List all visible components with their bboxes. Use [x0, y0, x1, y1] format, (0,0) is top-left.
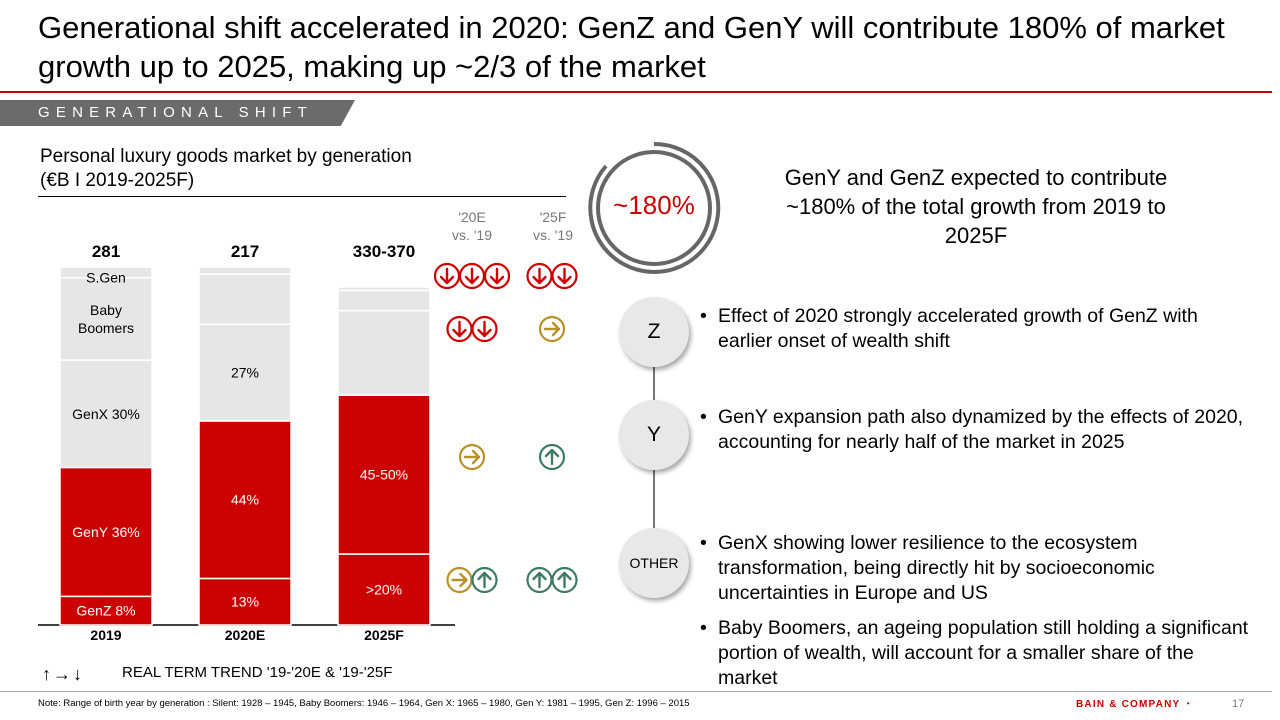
section-tab-label: GENERATIONAL SHIFT [38, 104, 313, 121]
trend-arrow-right-geny-2020-0 [463, 449, 481, 465]
slide-title: Generational shift accelerated in 2020: … [38, 10, 1225, 84]
bar-segment-baby-boomers-2019 [59, 276, 153, 361]
section-tab: GENERATIONAL SHIFT [0, 100, 355, 126]
trend-arrow-down-s-gen-2020-0 [439, 267, 455, 285]
x-label-2019: 2019 [90, 627, 122, 643]
data-label-genz-2025f: >20% [366, 582, 402, 598]
trend-header-2025-line1: '25F [539, 209, 567, 225]
growth-ring-arc [588, 141, 721, 274]
data-label-genz-2019: GenZ 8% [76, 603, 135, 619]
data-label-baby-boomers-2019-2: Boomers [78, 320, 134, 336]
bullet-geny: GenY expansion path also dynamized by th… [700, 405, 1250, 455]
bullet-genz: Effect of 2020 strongly accelerated grow… [700, 304, 1250, 354]
trend-arrow-down-s-gen-2025-0 [532, 267, 547, 285]
logo-text: BAIN & COMPANY [1076, 699, 1181, 710]
bar-segment-genz-2019 [59, 595, 153, 626]
trend-arrow-up-genz-2020-1 [477, 571, 492, 589]
bar-segment-genx-2025f [337, 309, 431, 396]
trend-arrow-right-genz-2020-0 [451, 572, 468, 588]
growth-ring-label: ~180% [613, 190, 695, 220]
node-genz: Z [619, 297, 689, 367]
bar-segment-genx-2019 [59, 359, 153, 469]
trend-arrow-down-s-gen-2025-1 [557, 267, 572, 285]
bar-segment-s-gen-2019 [59, 266, 153, 279]
bar-segment-s-gen-2025f [337, 286, 431, 292]
x-label-2025: 2025F [364, 627, 404, 643]
footnote: Note: Range of birth year by generation … [38, 698, 690, 709]
trend-header-2025-line2: vs. '19 [532, 227, 574, 243]
bar-total-2020: 217 [230, 242, 260, 261]
trend-legend-icons: ↑→↓ [42, 664, 84, 684]
page-number: 17 [1232, 698, 1245, 710]
trend-arrow-right-baby-boomers-2025-0 [543, 321, 561, 337]
bar-segment-baby-boomers-2020e [198, 273, 292, 326]
data-label-baby-boomers-2019-1: Baby [90, 302, 122, 318]
bullet-baby-boomers: Baby Boomers, an ageing population still… [700, 616, 1250, 691]
data-label-s-gen-2019: S.Gen [86, 269, 126, 285]
trend-arrow-up-genz-2025-0 [532, 571, 547, 589]
chart-title-line1: Personal luxury goods market by generati… [40, 146, 412, 167]
bar-total-2025: 330-370 [352, 242, 416, 261]
node-other: OTHER [619, 528, 689, 598]
chart-title: Personal luxury goods market by generati… [40, 145, 412, 193]
bar-segment-s-gen-2020e [198, 266, 292, 275]
data-label-geny-2025f: 45-50% [360, 467, 408, 483]
x-label-2020: 2020E [224, 627, 266, 643]
trend-arrow-down-s-gen-2020-1 [464, 267, 480, 285]
growth-ring-outer [596, 150, 712, 266]
bar-segment-geny-2020e [198, 420, 292, 580]
trend-arrow-down-baby-boomers-2020-0 [452, 320, 467, 338]
trend-header-2025: '25F vs. '19 [518, 208, 588, 244]
bar-segment-geny-2025f [337, 394, 431, 555]
trend-header-2020-line2: vs. '19 [451, 227, 493, 243]
data-label-genx-2020e: 27% [231, 365, 259, 381]
trend-header-2020: '20E vs. '19 [437, 208, 507, 244]
bar-segment-baby-boomers-2025f [337, 289, 431, 312]
title-rule [0, 91, 1272, 93]
footer-rule [0, 691, 1272, 692]
trend-header-2020-line1: '20E [458, 209, 486, 225]
data-label-geny-2019: GenY 36% [72, 524, 139, 540]
trend-arrow-up-genz-2025-1 [557, 571, 572, 589]
chart-title-rule [38, 196, 566, 197]
node-geny: Y [619, 400, 689, 470]
bar-segment-geny-2019 [59, 466, 153, 598]
trend-arrow-down-s-gen-2020-2 [489, 267, 505, 285]
chart-title-line2: (€B I 2019-2025F) [40, 170, 195, 191]
trend-arrow-down-baby-boomers-2020-1 [477, 320, 492, 338]
headline-callout: GenY and GenZ expected to contribute ~18… [784, 165, 1168, 248]
bar-segment-genx-2020e [198, 323, 292, 422]
company-logo: BAIN & COMPANY ◔ [1076, 699, 1191, 710]
trend-arrow-up-geny-2025-0 [544, 448, 560, 466]
trend-legend-text: REAL TERM TREND '19-'20E & '19-'25F [122, 664, 393, 681]
data-label-genz-2020e: 13% [231, 594, 259, 610]
bullet-genx: GenX showing lower resilience to the eco… [700, 531, 1250, 606]
data-label-geny-2020e: 44% [231, 492, 259, 508]
bar-total-2019: 281 [91, 242, 121, 261]
data-label-genx-2019: GenX 30% [72, 406, 140, 422]
logo-icon: ◔ [1184, 699, 1192, 710]
